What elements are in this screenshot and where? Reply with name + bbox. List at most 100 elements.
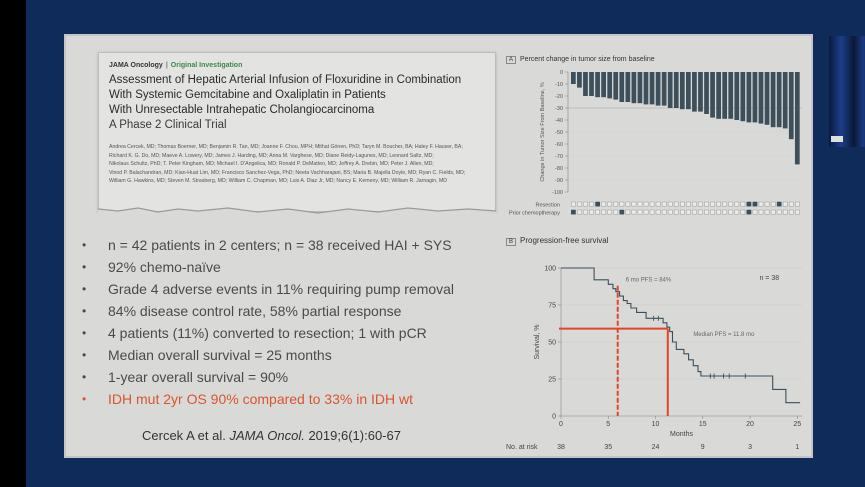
indicator-square-empty [764,201,770,207]
indicator-square-empty [583,201,588,207]
bullet-item: • Grade 4 adverse events in 11% requiring… [80,278,520,300]
y-tick-label: 50 [548,340,556,347]
indicator-square-empty [571,201,576,207]
indicator-square-filled [746,201,752,207]
indicator-square-empty [589,209,594,215]
bar [667,72,673,108]
bar [740,72,746,122]
bar [673,72,679,108]
indicator-square-filled [595,201,600,207]
indicator-square-empty [655,209,661,215]
risk-count: 1 [795,444,799,451]
indicator-square-empty [631,209,637,215]
median-annotation: Median PFS = 11.8 mo [693,332,755,338]
authors-line: Vinod P. Balachandran, MD; Kian-Huat Lim… [109,169,466,176]
y-tick-label: -100 [552,190,563,196]
bar [734,72,740,120]
waterfall-chart: 0 -10 -20 -30 -40 -50 -60 -70 -80 -90 -100 Change i… [509,70,802,217]
indicator-square-empty [698,201,703,207]
bullet-item: • 1-year overall survival = 90% [80,366,520,388]
risk-count: 35 [604,444,612,451]
bullet-item-highlighted: • IDH mut 2yr OS 90% compared to 33% in I… [80,388,520,410]
journal-name: JAMA Oncology [109,62,163,69]
risk-count: 24 [652,444,660,451]
indicator-square-empty [692,201,697,207]
x-tick-label: 20 [746,421,754,428]
indicator-square-empty [625,201,631,207]
x-tick-label: 0 [559,421,563,428]
indicator-square-empty [673,201,679,207]
indicator-square-empty [728,209,734,215]
bar [776,72,782,128]
indicator-square-empty [625,209,631,215]
bar [643,72,649,105]
journal-line: JAMA Oncology | Original Investigation [109,62,485,69]
indicator-square-empty [782,201,788,207]
indicator-square-empty [655,201,661,207]
bullet-text: n = 42 patients in 2 centers; n = 38 rec… [108,237,452,253]
indicator-square-empty [686,201,691,207]
indicator-square-filled [752,201,758,207]
bullet-text: 92% chemo-naïve [108,259,221,275]
bar [794,72,800,165]
panel-a-letter: A [506,56,517,64]
risk-table-label: No. at risk [506,444,538,451]
indicator-square-empty [716,209,722,215]
indicator-square-empty [710,209,715,215]
bar [661,72,667,106]
bullet-item: • Median overall survival = 25 months [80,344,520,366]
indicator-square-empty [722,209,728,215]
bullet-glyph: • [82,348,87,362]
y-tick-label: 25 [548,377,556,384]
article-title-line: Assessment of Hepatic Arterial Infusion … [109,74,462,86]
indicator-square-empty [698,209,703,215]
indicator-square-empty [734,209,740,215]
bar [583,72,588,96]
indicator-square-empty [643,201,649,207]
article-title-line: With Unresectable Intrahepatic Cholangio… [109,104,375,116]
risk-count: 38 [557,444,565,451]
indicator-square-filled [619,209,625,215]
bar [716,72,721,119]
citation-authors: Cercek A et al. [142,428,226,443]
indicator-square-empty [692,209,697,215]
y-tick-label: 75 [548,303,556,310]
panel-b-title: Progression-free survival [520,236,609,245]
indicator-square-empty [583,209,588,215]
indicator-square-empty [704,209,709,215]
y-tick-label: -10 [555,82,563,88]
bar [770,72,776,128]
indicator-square-empty [601,201,607,207]
indicator-square-empty [601,209,607,215]
key-findings-list: • n = 42 patients in 2 centers; n = 38 re… [80,234,520,410]
indicator-square-empty [788,209,794,215]
indicator-square-empty [577,201,582,207]
torn-edge [98,207,496,217]
bullet-text: 1-year overall survival = 90% [108,369,289,385]
indicator-square-empty [661,201,667,207]
risk-count: 3 [748,444,752,451]
indicator-square-empty [722,201,728,207]
six-month-annotation: 6 mo PFS = 84% [626,277,672,283]
y-tick-label: 0 [560,70,563,76]
indicator-square-empty [788,201,794,207]
bar [613,72,619,100]
authors-line: William G. Hawkins, MD; Steven M. Strasb… [109,178,448,184]
indicator-square-empty [661,209,667,215]
y-tick-label: -40 [555,118,563,124]
speaker-video-thumbnail[interactable] [829,36,865,147]
indicator-square-empty [643,209,649,215]
bar [601,72,606,98]
citation-ref: 2019;6(1):60-67 [308,428,401,443]
bar [679,72,685,110]
article-type: Original Investigation [170,62,243,69]
indicator-square-empty [679,201,685,207]
risk-count: 9 [701,444,705,451]
indicator-square-empty [794,201,800,207]
indicator-square-empty [613,201,619,207]
indicator-square-empty [758,209,764,215]
y-tick-label: -80 [555,166,563,172]
x-tick-label: 10 [652,421,660,428]
waterfall-panel: A Percent change in tumor size from basel… [506,56,806,236]
y-tick-label: -30 [555,106,563,112]
